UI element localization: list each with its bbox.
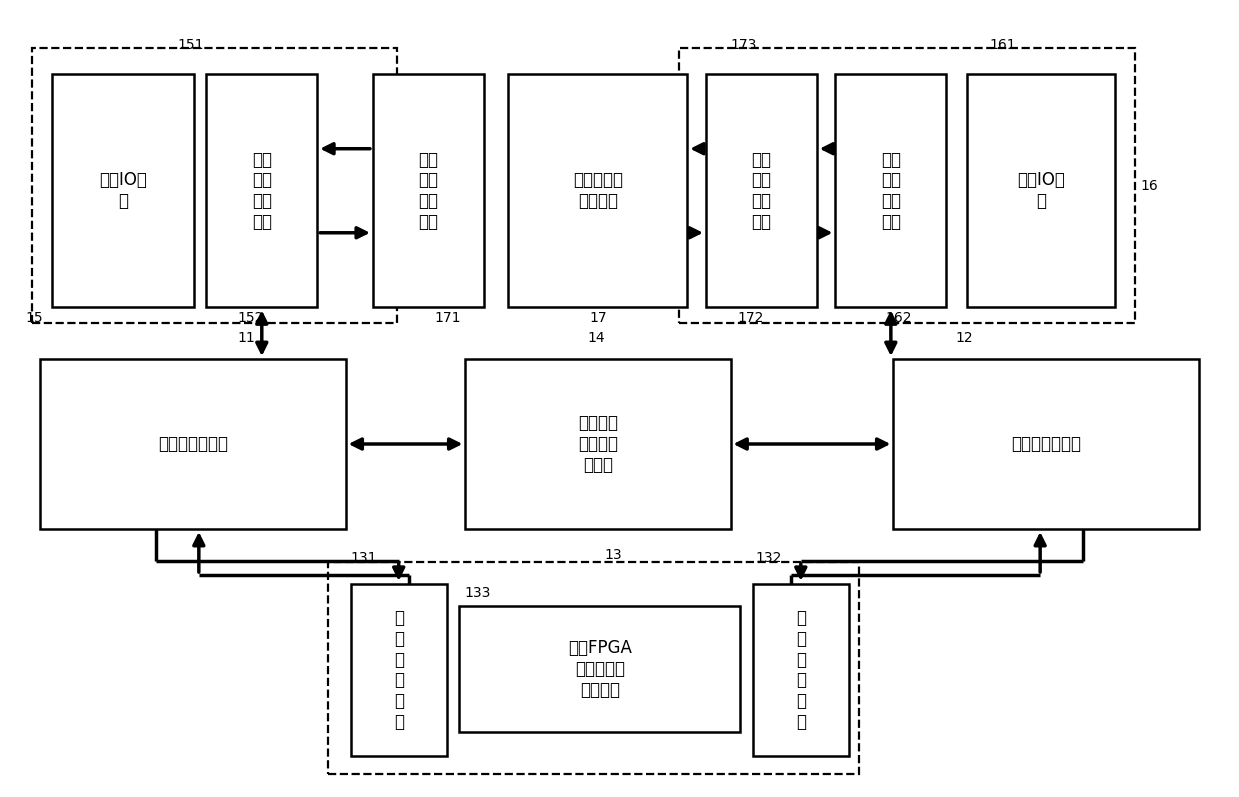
Text: 小步长仿真系统: 小步长仿真系统: [1011, 435, 1082, 453]
Text: 173: 173: [731, 37, 757, 52]
Text: 15: 15: [25, 311, 42, 325]
Text: 大步长仿真系统: 大步长仿真系统: [157, 435, 228, 453]
Text: 171: 171: [435, 311, 461, 325]
Text: 151: 151: [178, 37, 204, 52]
Text: 第
一
通
信
接
口: 第 一 通 信 接 口: [394, 609, 404, 731]
Text: 162: 162: [886, 311, 912, 325]
Text: 133: 133: [465, 586, 491, 599]
Bar: [328, 562, 859, 774]
Text: 16: 16: [1140, 179, 1157, 193]
Text: 第二
数模
转换
模块: 第二 数模 转换 模块: [881, 151, 901, 231]
Text: 外部控制及
保护装置: 外部控制及 保护装置: [572, 171, 623, 210]
Text: 第二
模数
转换
模块: 第二 模数 转换 模块: [751, 151, 772, 231]
Text: 12: 12: [955, 332, 973, 345]
Bar: [373, 74, 483, 308]
Bar: [40, 359, 346, 529]
Bar: [32, 48, 398, 324]
Bar: [893, 359, 1199, 529]
Text: 14: 14: [587, 332, 605, 345]
Text: 132: 132: [756, 551, 782, 565]
Bar: [508, 74, 688, 308]
Bar: [968, 74, 1115, 308]
Text: 第一
数模
转换
模块: 第一 数模 转换 模块: [252, 151, 271, 231]
Text: 161: 161: [990, 37, 1016, 52]
Text: 第二IO接
口: 第二IO接 口: [1017, 171, 1066, 210]
Text: 152: 152: [237, 311, 264, 325]
Bar: [835, 74, 947, 308]
Text: 13: 13: [605, 548, 622, 562]
Text: 第一
模数
转换
模块: 第一 模数 转换 模块: [419, 151, 439, 231]
Bar: [706, 74, 817, 308]
Text: 变压器或
传输线接
口模型: 变压器或 传输线接 口模型: [577, 414, 618, 473]
Text: 第一IO接
口: 第一IO接 口: [99, 171, 147, 210]
Text: 基于FPGA
的快速数据
交互接口: 基于FPGA 的快速数据 交互接口: [567, 639, 632, 699]
Text: 第
二
通
信
接
口: 第 二 通 信 接 口: [795, 609, 805, 731]
Bar: [52, 74, 195, 308]
Bar: [460, 606, 741, 732]
Text: 11: 11: [237, 332, 255, 345]
Bar: [679, 48, 1135, 324]
Text: 172: 172: [738, 311, 764, 325]
Bar: [753, 583, 849, 756]
Text: 131: 131: [351, 551, 377, 565]
Bar: [351, 583, 447, 756]
Bar: [207, 74, 317, 308]
Text: 17: 17: [590, 311, 607, 325]
Bar: [466, 359, 731, 529]
